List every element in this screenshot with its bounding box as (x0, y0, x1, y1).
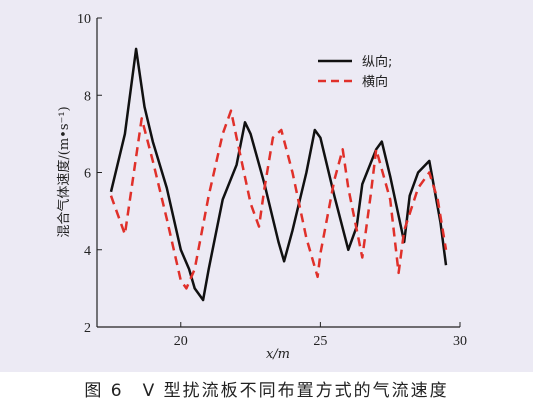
legend: 纵向; 横向 (318, 54, 392, 90)
series-line-longitudinal (109, 47, 448, 302)
x-tick-label: 20 (174, 334, 188, 349)
y-tick-label: 8 (84, 89, 91, 104)
x-tick-label: 30 (453, 334, 467, 349)
legend-label-longitudinal: 纵向; (362, 54, 392, 70)
y-tick-label: 2 (84, 321, 91, 336)
y-axis-label: 混合气体速度/(m•s⁻¹) (56, 106, 72, 237)
y-ticks: 2 4 6 8 10 (77, 12, 102, 336)
x-axis-label: x/m (266, 347, 290, 362)
y-tick-label: 6 (84, 167, 91, 182)
x-tick-label: 25 (313, 334, 327, 349)
legend-label-transverse: 横向 (362, 74, 388, 90)
series-group (109, 47, 448, 302)
line-chart: 2 4 6 8 10 20 25 30 x/m 混合气体速度/(m•s⁻¹) 纵向; 横向 (56, 12, 467, 362)
y-tick-label: 10 (77, 12, 91, 27)
y-tick-label: 4 (84, 244, 91, 259)
chart-panel: 2 4 6 8 10 20 25 30 x/m 混合气体速度/(m•s⁻¹) 纵向; 横向 (0, 0, 533, 372)
x-ticks: 20 25 30 (174, 322, 467, 349)
axes (96, 18, 460, 328)
figure-caption: 图 6 V 型扰流板不同布置方式的气流速度 (84, 381, 449, 401)
series-line-transverse (109, 109, 448, 290)
